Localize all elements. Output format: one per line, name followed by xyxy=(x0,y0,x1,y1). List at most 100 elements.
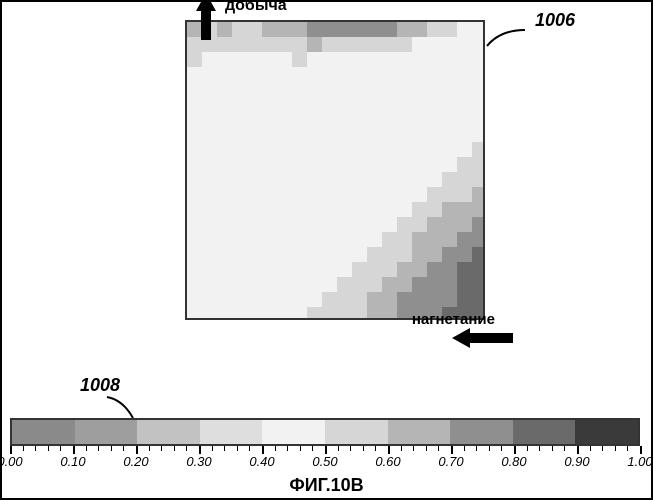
colorbar-tick-minor xyxy=(413,446,414,451)
heatmap-cell xyxy=(412,277,428,293)
heatmap-cell xyxy=(457,67,473,83)
colorbar-tick-minor xyxy=(174,446,175,451)
heatmap-cell xyxy=(367,52,383,68)
heatmap-cell xyxy=(232,127,248,143)
colorbar-tick-label: 0.30 xyxy=(186,454,211,469)
callout-1008-leader xyxy=(105,395,135,420)
heatmap-cell xyxy=(367,142,383,158)
heatmap-cell xyxy=(337,247,353,263)
heatmap-cell xyxy=(427,142,443,158)
heatmap-cell xyxy=(412,217,428,233)
heatmap-cell xyxy=(307,52,323,68)
heatmap-cell xyxy=(277,82,293,98)
heatmap-cell xyxy=(427,127,443,143)
heatmap-cell xyxy=(277,97,293,113)
heatmap-cell xyxy=(277,262,293,278)
heatmap-cell xyxy=(262,202,278,218)
heatmap-cell xyxy=(187,112,203,128)
heatmap-cell xyxy=(247,52,263,68)
heatmap-cell xyxy=(337,217,353,233)
colorbar-tick-minor xyxy=(350,446,351,451)
heatmap-cell xyxy=(457,172,473,188)
heatmap-cell xyxy=(382,262,398,278)
colorbar-tick-major xyxy=(640,446,642,454)
colorbar-tick-minor xyxy=(23,446,24,451)
heatmap-cell xyxy=(217,127,233,143)
heatmap-cell xyxy=(442,127,458,143)
heatmap-cell xyxy=(457,157,473,173)
heatmap-cell xyxy=(472,127,485,143)
heatmap-cell xyxy=(367,247,383,263)
heatmap-cell xyxy=(427,202,443,218)
heatmap-cell xyxy=(472,112,485,128)
heatmap-cell xyxy=(367,22,383,38)
saturation-heatmap xyxy=(185,20,485,320)
colorbar-tick-minor xyxy=(300,446,301,451)
colorbar-tick-minor xyxy=(224,446,225,451)
heatmap-cell xyxy=(262,307,278,320)
heatmap-cell xyxy=(202,52,218,68)
heatmap-cell xyxy=(307,67,323,83)
heatmap-cell xyxy=(352,127,368,143)
heatmap-cell xyxy=(247,292,263,308)
heatmap-cell xyxy=(187,232,203,248)
colorbar-tick-major xyxy=(577,446,579,454)
colorbar-tick-minor xyxy=(564,446,565,451)
heatmap-cell xyxy=(367,127,383,143)
production-arrow-head xyxy=(196,0,216,11)
heatmap-cell xyxy=(397,22,413,38)
heatmap-cell xyxy=(367,157,383,173)
colorbar-tick-minor xyxy=(212,446,213,451)
colorbar-tick-label: 0.90 xyxy=(564,454,589,469)
heatmap-cell xyxy=(202,67,218,83)
heatmap-cell xyxy=(457,22,473,38)
heatmap-cell xyxy=(187,52,203,68)
heatmap-cell xyxy=(397,82,413,98)
heatmap-cell xyxy=(187,217,203,233)
heatmap-cell xyxy=(187,97,203,113)
heatmap-cell xyxy=(442,112,458,128)
heatmap-cell xyxy=(292,52,308,68)
heatmap-cell xyxy=(337,142,353,158)
colorbar-tick-minor xyxy=(527,446,528,451)
heatmap-cell xyxy=(382,127,398,143)
heatmap-cell xyxy=(322,82,338,98)
heatmap-cell xyxy=(247,172,263,188)
heatmap-cell xyxy=(247,307,263,320)
colorbar-tick-major xyxy=(262,446,264,454)
colorbar-segment xyxy=(200,420,263,444)
heatmap-cell xyxy=(397,277,413,293)
colorbar-tick-minor xyxy=(312,446,313,451)
heatmap-cell xyxy=(202,187,218,203)
heatmap-cell xyxy=(292,217,308,233)
heatmap-cell xyxy=(217,247,233,263)
colorbar-tick-major xyxy=(388,446,390,454)
colorbar-tick-major xyxy=(451,446,453,454)
heatmap-cell xyxy=(202,127,218,143)
heatmap-cell xyxy=(397,112,413,128)
heatmap-cell xyxy=(277,127,293,143)
heatmap-cell xyxy=(352,97,368,113)
heatmap-cell xyxy=(292,37,308,53)
heatmap-cell xyxy=(232,52,248,68)
heatmap-cell xyxy=(337,232,353,248)
heatmap-cell xyxy=(202,277,218,293)
heatmap-cell xyxy=(472,22,485,38)
heatmap-cell xyxy=(367,82,383,98)
heatmap-cell xyxy=(277,217,293,233)
heatmap-cell xyxy=(307,142,323,158)
heatmap-cell xyxy=(397,157,413,173)
heatmap-cell xyxy=(202,82,218,98)
colorbar-tick-minor xyxy=(489,446,490,451)
heatmap-cell xyxy=(337,292,353,308)
heatmap-cell xyxy=(352,262,368,278)
heatmap-cell xyxy=(187,172,203,188)
heatmap-cell xyxy=(457,82,473,98)
heatmap-cell xyxy=(382,202,398,218)
heatmap-cell xyxy=(322,52,338,68)
heatmap-cell xyxy=(337,172,353,188)
injection-label: нагнетание xyxy=(412,311,495,328)
heatmap-cell xyxy=(217,292,233,308)
heatmap-cell xyxy=(337,277,353,293)
colorbar-tick-minor xyxy=(237,446,238,451)
